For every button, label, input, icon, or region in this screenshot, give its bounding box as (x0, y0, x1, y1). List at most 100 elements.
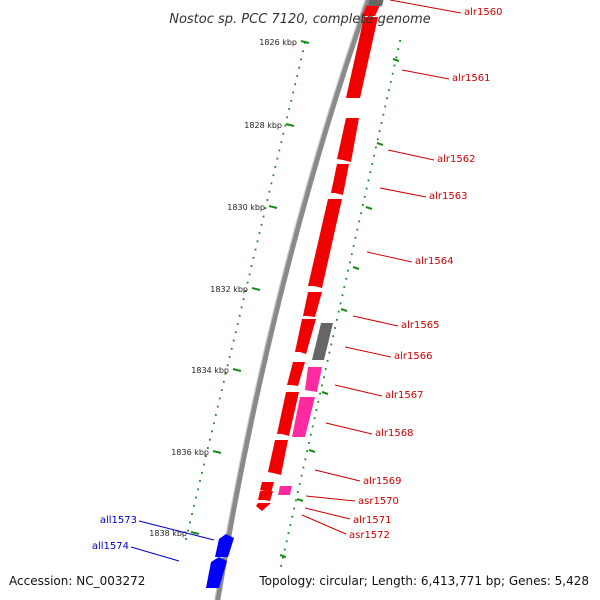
gene-label-alr1571[interactable]: alr1571 (353, 515, 391, 526)
gene-label-alr1561[interactable]: alr1561 (452, 73, 490, 84)
major-tick (308, 449, 316, 453)
minor-tick (240, 306, 243, 309)
gene-label-all1574[interactable]: all1574 (92, 541, 129, 552)
minor-tick (336, 318, 338, 321)
minor-tick (282, 132, 285, 135)
feature-gray-top (368, 0, 384, 6)
minor-tick (330, 343, 333, 346)
gene-block-alr1568[interactable] (277, 392, 299, 436)
minor-tick (391, 72, 394, 75)
minor-tick (224, 372, 227, 375)
minor-tick (252, 256, 255, 259)
minor-tick (258, 232, 261, 234)
gene-block-alr1560[interactable] (362, 5, 380, 16)
gene-label-alr1564[interactable]: alr1564 (415, 256, 453, 267)
gene-block-alr1565[interactable] (303, 292, 322, 317)
minor-tick (386, 97, 388, 100)
minor-tick (284, 124, 287, 127)
gene-block-all1573[interactable] (215, 534, 234, 557)
gene-label-alr1568[interactable]: alr1568 (375, 428, 413, 439)
tick-label: 1826 kbp (259, 38, 297, 47)
minor-tick (290, 99, 293, 102)
minor-tick (302, 466, 305, 469)
minor-tick (250, 265, 253, 267)
gene-block-alr1563[interactable] (331, 164, 349, 195)
minor-tick (270, 182, 273, 185)
minor-tick (345, 277, 348, 280)
minor-tick (317, 400, 320, 403)
gene-label-alr1566[interactable]: alr1566 (394, 351, 432, 362)
gene-block-alr1569[interactable] (268, 440, 288, 475)
minor-tick (254, 248, 257, 251)
minor-tick (209, 438, 211, 441)
gene-label-alr1563[interactable]: alr1563 (429, 191, 467, 202)
minor-tick (187, 529, 189, 532)
leader-line-alr1567 (334, 384, 383, 397)
gene-label-alr1569[interactable]: alr1569 (363, 476, 401, 487)
gene-block-alr1561[interactable] (346, 17, 378, 98)
minor-tick (238, 314, 241, 317)
minor-tick (328, 351, 331, 354)
gene-label-asr1570[interactable]: asr1570 (358, 496, 399, 507)
minor-tick (393, 64, 396, 67)
major-tick (376, 142, 384, 146)
feature-layer (206, 0, 384, 588)
gene-block-alr1566[interactable] (295, 319, 316, 354)
minor-tick (286, 116, 289, 119)
gene-block-asr1570[interactable] (260, 482, 274, 493)
minor-tick (278, 149, 281, 152)
leader-line-alr1565 (352, 315, 399, 327)
minor-tick (373, 154, 375, 157)
gene-block-alr1571[interactable] (258, 491, 273, 501)
minor-tick (226, 364, 229, 367)
minor-tick (367, 179, 370, 182)
minor-tick (213, 422, 215, 425)
gene-label-asr1572[interactable]: asr1572 (349, 530, 390, 541)
minor-tick (382, 113, 385, 116)
major-tick (321, 391, 329, 395)
minor-tick (380, 122, 383, 124)
minor-tick (397, 48, 400, 50)
minor-tick (222, 380, 225, 383)
major-tick (392, 58, 400, 62)
minor-tick (300, 58, 302, 61)
gene-block-alr1562[interactable] (337, 118, 359, 162)
minor-tick (195, 496, 197, 499)
minor-tick (296, 491, 299, 493)
minor-tick (326, 359, 329, 362)
minor-tick (332, 335, 335, 338)
tick-label: 1838 kbp (149, 529, 187, 538)
minor-tick (323, 376, 325, 379)
minor-tick (244, 290, 247, 292)
minor-tick (296, 75, 299, 77)
leader-line-alr1562 (387, 149, 435, 161)
feature-pink-1 (305, 367, 322, 392)
minor-tick (321, 384, 323, 387)
gene-block-all1574[interactable] (206, 557, 227, 588)
minor-tick (375, 146, 377, 149)
gene-label-all1573[interactable]: all1573 (100, 515, 137, 526)
feature-pink-3 (278, 486, 292, 495)
minor-tick (242, 298, 245, 301)
minor-tick (232, 339, 235, 342)
minor-tick (199, 480, 201, 482)
leader-line-alr1560 (389, 0, 462, 14)
minor-tick (311, 425, 314, 428)
gene-label-alr1567[interactable]: alr1567 (385, 390, 423, 401)
gene-block-asr1572[interactable] (256, 503, 271, 511)
minor-tick (272, 174, 275, 177)
gene-label-alr1560[interactable]: alr1560 (464, 7, 502, 18)
minor-tick (268, 190, 271, 193)
leader-line-alr1561 (401, 69, 450, 80)
gene-label-alr1565[interactable]: alr1565 (401, 320, 439, 331)
gene-block-alr1567[interactable] (287, 362, 305, 386)
minor-tick (300, 474, 303, 477)
minor-tick (287, 532, 290, 534)
gene-block-alr1564[interactable] (308, 199, 342, 288)
gene-label-alr1562[interactable]: alr1562 (437, 154, 475, 165)
minor-tick (309, 433, 312, 436)
accession-text: Accession: NC_003272 (9, 574, 146, 588)
minor-tick (216, 405, 219, 408)
minor-tick (248, 273, 251, 276)
